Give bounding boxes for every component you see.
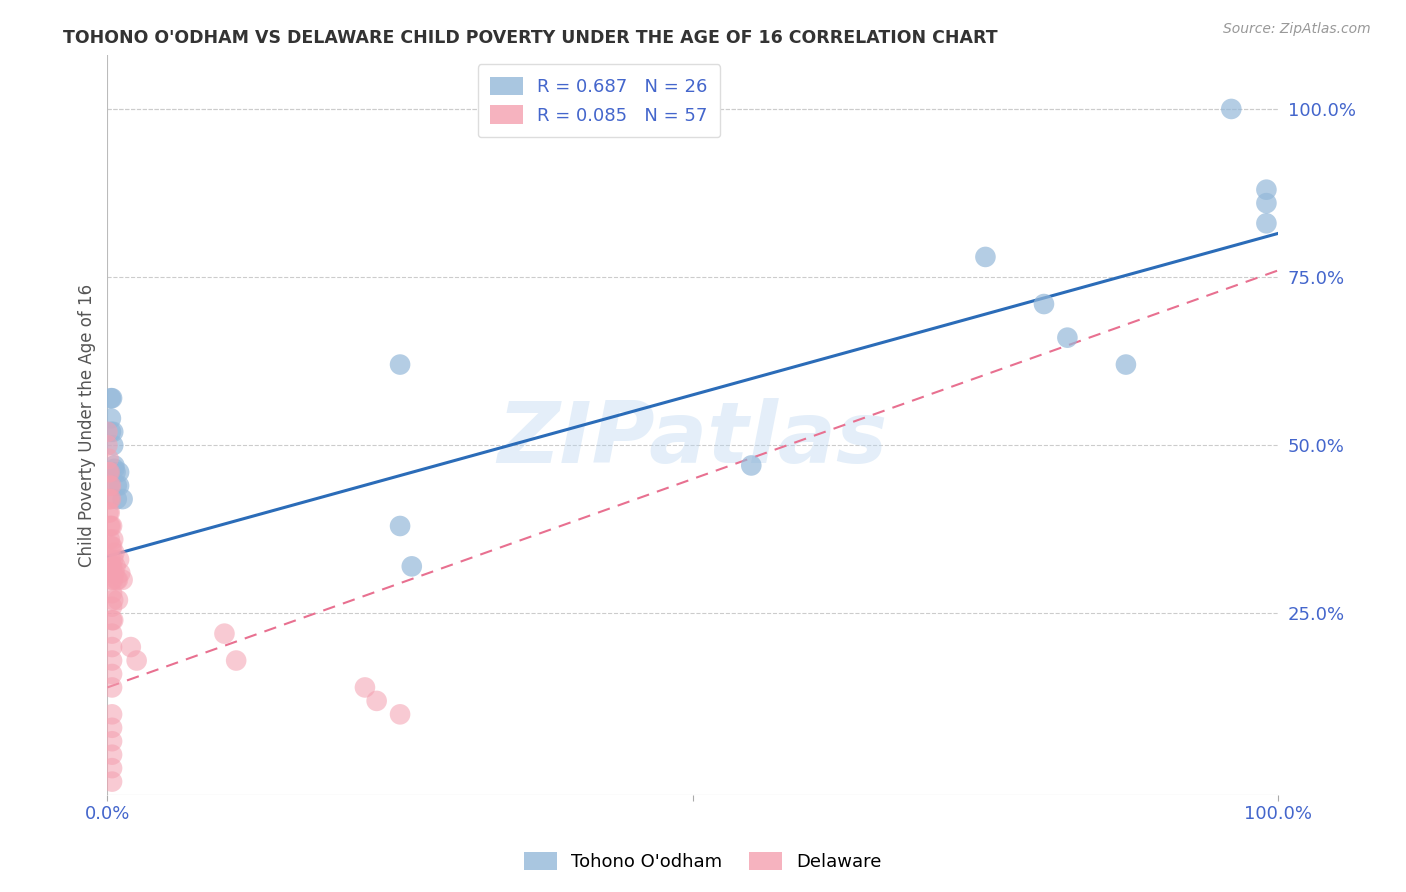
Point xyxy=(100,519,122,533)
Point xyxy=(1256,216,1278,230)
Text: ZIPatlas: ZIPatlas xyxy=(498,399,887,482)
Point xyxy=(108,552,131,566)
Point xyxy=(125,654,148,668)
Point xyxy=(103,552,125,566)
Point xyxy=(101,667,124,681)
Point xyxy=(96,438,118,452)
Point xyxy=(100,411,122,425)
Point xyxy=(101,519,124,533)
Point xyxy=(103,533,125,547)
Point xyxy=(111,573,134,587)
Point xyxy=(103,462,125,476)
Point xyxy=(101,654,124,668)
Point xyxy=(100,552,122,566)
Point xyxy=(214,626,236,640)
Text: TOHONO O'ODHAM VS DELAWARE CHILD POVERTY UNDER THE AGE OF 16 CORRELATION CHART: TOHONO O'ODHAM VS DELAWARE CHILD POVERTY… xyxy=(63,29,998,46)
Point xyxy=(100,391,122,405)
Point xyxy=(101,721,124,735)
Point xyxy=(98,506,121,520)
Point xyxy=(1220,102,1243,116)
Point xyxy=(101,707,124,722)
Point xyxy=(98,478,121,492)
Point xyxy=(120,640,142,654)
Point xyxy=(101,586,124,600)
Point xyxy=(104,465,127,479)
Point xyxy=(101,613,124,627)
Point xyxy=(101,559,124,574)
Point xyxy=(974,250,997,264)
Point xyxy=(98,519,121,533)
Y-axis label: Child Poverty Under the Age of 16: Child Poverty Under the Age of 16 xyxy=(79,284,96,566)
Legend: Tohono O'odham, Delaware: Tohono O'odham, Delaware xyxy=(517,845,889,879)
Point xyxy=(103,438,125,452)
Point xyxy=(101,539,124,553)
Point xyxy=(96,425,118,439)
Point xyxy=(1056,331,1078,345)
Point xyxy=(98,465,121,479)
Point xyxy=(100,425,122,439)
Text: Source: ZipAtlas.com: Source: ZipAtlas.com xyxy=(1223,22,1371,37)
Point xyxy=(101,640,124,654)
Point xyxy=(401,559,423,574)
Point xyxy=(97,451,120,466)
Point xyxy=(354,681,377,695)
Point xyxy=(101,391,124,405)
Point xyxy=(740,458,762,473)
Point xyxy=(366,694,388,708)
Point xyxy=(101,599,124,614)
Point xyxy=(389,358,412,372)
Point xyxy=(1256,183,1278,197)
Point xyxy=(101,573,124,587)
Point xyxy=(389,707,412,722)
Point xyxy=(97,506,120,520)
Point xyxy=(103,593,125,607)
Point xyxy=(98,533,121,547)
Point xyxy=(97,465,120,479)
Point xyxy=(100,539,122,553)
Point xyxy=(101,761,124,775)
Point xyxy=(101,734,124,748)
Point xyxy=(107,593,129,607)
Point xyxy=(108,478,131,492)
Point xyxy=(103,546,125,560)
Point xyxy=(103,458,125,473)
Point xyxy=(107,573,129,587)
Point xyxy=(105,478,128,492)
Point xyxy=(101,747,124,762)
Point xyxy=(101,774,124,789)
Point xyxy=(103,566,125,580)
Point xyxy=(100,492,122,507)
Point xyxy=(101,626,124,640)
Point xyxy=(1256,196,1278,211)
Point xyxy=(101,681,124,695)
Point xyxy=(1115,358,1137,372)
Point xyxy=(105,573,128,587)
Point xyxy=(1033,297,1056,311)
Point xyxy=(111,492,134,507)
Point xyxy=(389,519,412,533)
Point xyxy=(97,492,120,507)
Point xyxy=(104,559,127,574)
Point xyxy=(110,566,132,580)
Legend: R = 0.687   N = 26, R = 0.085   N = 57: R = 0.687 N = 26, R = 0.085 N = 57 xyxy=(478,64,720,137)
Point xyxy=(225,654,247,668)
Point xyxy=(98,492,121,507)
Point xyxy=(100,566,122,580)
Point xyxy=(103,613,125,627)
Point xyxy=(103,573,125,587)
Point xyxy=(100,478,122,492)
Point xyxy=(103,425,125,439)
Point xyxy=(105,492,128,507)
Point xyxy=(108,465,131,479)
